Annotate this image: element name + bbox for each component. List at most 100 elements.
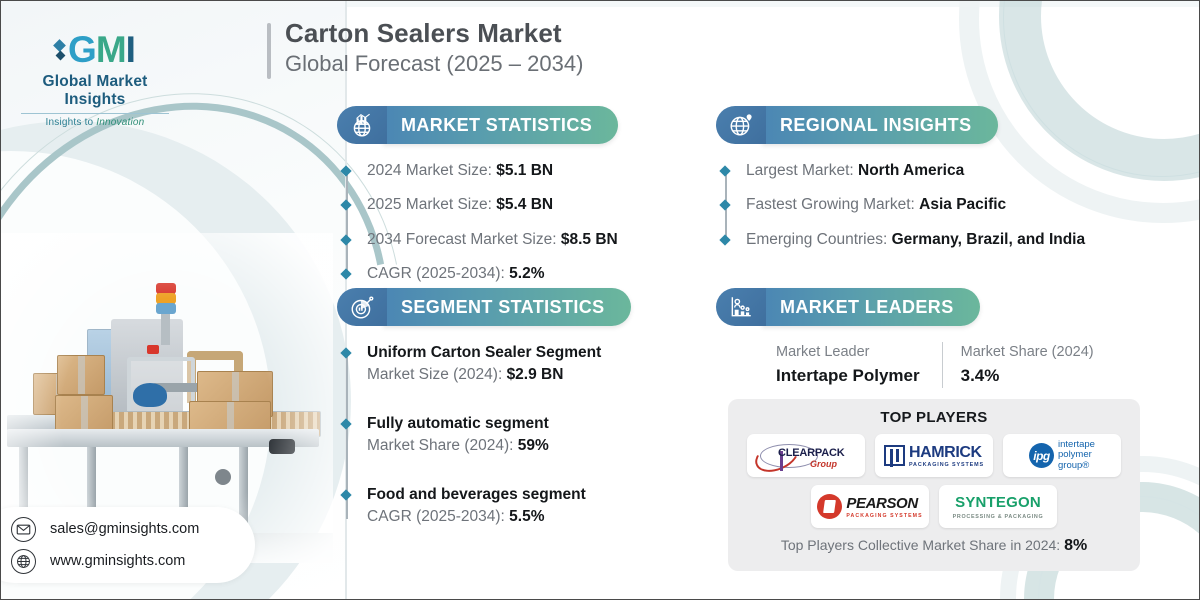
ipg-badge: ipg <box>1029 443 1054 468</box>
syntegon-sub: PROCESSING & PACKAGING <box>952 513 1044 520</box>
podium-people-icon <box>716 288 766 326</box>
syntegon-logo-icon: SYNTEGON PROCESSING & PACKAGING <box>953 494 1044 520</box>
segment-label: Market Size (2024): <box>367 366 507 384</box>
stat-value: $5.1 BN <box>496 162 554 179</box>
stat-value: 5.2% <box>509 265 545 283</box>
clearpack-wordmark: CLEARPACK <box>778 446 845 459</box>
list-item: Fastest Growing Market: Asia Pacific <box>746 194 1136 216</box>
segment-label: Market Share (2024): <box>367 437 518 455</box>
top-players-panel: TOP PLAYERS CLEARPACK Group HAMRICK PACK… <box>728 399 1140 571</box>
list-item: 2025 Market Size: $5.4 BN <box>367 194 667 216</box>
section-header-regional-insights[interactable]: REGIONAL INSIGHTS <box>716 106 1136 144</box>
market-leader-value: Intertape Polymer <box>776 365 920 385</box>
page-subtitle: Global Forecast (2025 – 2034) <box>285 50 584 76</box>
section-segment-statistics: SEGMENT STATISTICS Uniform Carton Sealer… <box>337 288 667 555</box>
segment-value: $2.9 BN <box>506 366 564 384</box>
pearson-logo-icon: PEARSON PACKAGING SYSTEMS <box>817 494 922 519</box>
contact-website: www.gminsights.com <box>50 553 186 569</box>
logo-wordmark: GMI <box>68 29 136 70</box>
segment-label: CAGR (2025-2034): <box>367 508 510 526</box>
region-label: Largest Market: <box>746 162 858 179</box>
collective-share: Top Players Collective Market Share in 2… <box>742 537 1126 555</box>
section-label: MARKET STATISTICS <box>383 106 619 144</box>
globe-chart-icon <box>337 106 387 144</box>
section-label: REGIONAL INSIGHTS <box>762 106 998 144</box>
contact-email-row[interactable]: sales@gminsights.com <box>11 516 255 542</box>
player-logo-pearson[interactable]: PEARSON PACKAGING SYSTEMS <box>811 485 929 528</box>
pearson-wordmark: PEARSON <box>846 494 918 512</box>
market-leader-column: Market Leader Intertape Polymer <box>776 342 942 388</box>
section-header-market-leaders[interactable]: MARKET LEADERS <box>716 288 1136 326</box>
clearpack-logo-icon: CLEARPACK Group <box>750 433 858 478</box>
envelope-icon <box>11 516 36 542</box>
section-market-statistics: MARKET STATISTICS 2024 Market Size: $5.1… <box>337 106 667 298</box>
stat-label: 2025 Market Size: <box>367 196 497 214</box>
market-statistics-list: 2024 Market Size: $5.1 BN 2025 Market Si… <box>337 160 667 286</box>
left-panel <box>1 1 492 599</box>
contact-pill: sales@gminsights.com www.gminsights.com <box>1 507 255 583</box>
player-logo-clearpack[interactable]: CLEARPACK Group <box>747 433 865 478</box>
section-label: SEGMENT STATISTICS <box>383 288 631 326</box>
section-market-leaders: MARKET LEADERS Market Leader Intertape P… <box>716 288 1136 388</box>
collective-share-value: 8% <box>1064 537 1088 554</box>
globe-pin-icon <box>716 106 766 144</box>
logo-tagline: Insights to Innovation <box>15 117 175 128</box>
top-players-row-1: CLEARPACK Group HAMRICK PACKAGING SYSTEM… <box>742 433 1126 478</box>
segment-value: 59% <box>517 437 549 455</box>
market-leader-label: Market Leader <box>776 344 870 360</box>
pearson-sub: PACKAGING SYSTEMS <box>846 512 923 519</box>
stat-label: 2034 Forecast Market Size: <box>367 230 561 248</box>
list-item: Fully automatic segment Market Share (20… <box>367 413 667 458</box>
segment-statistics-list: Uniform Carton Sealer Segment Market Siz… <box>337 342 667 529</box>
logo-mark: GMI <box>15 29 175 71</box>
ipg-wordmark: intertape polymer group® <box>1058 438 1095 471</box>
list-item: Emerging Countries: Germany, Brazil, and… <box>746 229 1136 251</box>
market-share-label: Market Share (2024) <box>960 344 1094 360</box>
list-item: CAGR (2025-2034): 5.2% <box>367 263 667 285</box>
market-share-column: Market Share (2024) 3.4% <box>941 342 1094 388</box>
section-regional-insights: REGIONAL INSIGHTS Largest Market: North … <box>716 106 1136 263</box>
globe-icon <box>11 548 36 574</box>
list-item: Food and beverages segment CAGR (2025-20… <box>367 484 667 529</box>
tagline-italic: Innovation <box>96 117 145 128</box>
player-logo-hamrick[interactable]: HAMRICK PACKAGING SYSTEMS <box>875 434 993 477</box>
logo-company-name: Global Market Insights <box>42 73 148 108</box>
player-logo-ipg[interactable]: ipg intertape polymer group® <box>1003 434 1121 477</box>
hamrick-wordmark: HAMRICK <box>908 443 982 461</box>
player-logo-syntegon[interactable]: SYNTEGON PROCESSING & PACKAGING <box>939 485 1057 528</box>
clearpack-sub: Group <box>810 458 837 469</box>
stat-value: $5.4 BN <box>496 196 554 214</box>
stat-value: $8.5 BN <box>560 230 618 248</box>
segment-name: Uniform Carton Sealer Segment <box>367 344 602 361</box>
market-leader-detail: Market Leader Intertape Polymer Market S… <box>716 342 1136 388</box>
title-accent-bar <box>267 23 271 79</box>
section-label: MARKET LEADERS <box>762 288 980 326</box>
region-label: Emerging Countries: <box>746 230 892 248</box>
collective-share-label: Top Players Collective Market Share in 2… <box>780 537 1065 553</box>
contact-email: sales@gminsights.com <box>50 521 200 537</box>
logo-rule <box>21 113 169 114</box>
list-item: 2024 Market Size: $5.1 BN <box>367 160 667 182</box>
tagline-plain: Insights to <box>45 117 97 128</box>
region-label: Fastest Growing Market: <box>746 196 920 214</box>
segment-name: Fully automatic segment <box>367 414 549 432</box>
ipg-logo-icon: ipg intertape polymer group® <box>1029 438 1095 472</box>
pie-chart-target-icon <box>337 288 387 326</box>
segment-value: 5.5% <box>509 508 545 526</box>
contact-website-row[interactable]: www.gminsights.com <box>11 548 255 574</box>
stat-label: CAGR (2025-2034): <box>367 265 510 283</box>
region-value: North America <box>858 162 965 179</box>
section-header-segment-statistics[interactable]: SEGMENT STATISTICS <box>337 288 667 326</box>
region-value: Asia Pacific <box>919 196 1007 214</box>
gmi-logo[interactable]: GMI Global Market Insights Insights to I… <box>15 29 175 128</box>
section-header-market-statistics[interactable]: MARKET STATISTICS <box>337 106 667 144</box>
list-item: 2034 Forecast Market Size: $8.5 BN <box>367 229 667 251</box>
top-players-row-2: PEARSON PACKAGING SYSTEMS SYNTEGON PROCE… <box>742 485 1126 528</box>
hamrick-logo-icon: HAMRICK PACKAGING SYSTEMS <box>883 443 985 468</box>
page-title: Carton Sealers Market <box>285 18 562 48</box>
stat-label: 2024 Market Size: <box>367 162 497 179</box>
top-players-title: TOP PLAYERS <box>880 409 988 426</box>
hamrick-sub: PACKAGING SYSTEMS <box>908 461 985 468</box>
list-item: Largest Market: North America <box>746 160 1136 182</box>
